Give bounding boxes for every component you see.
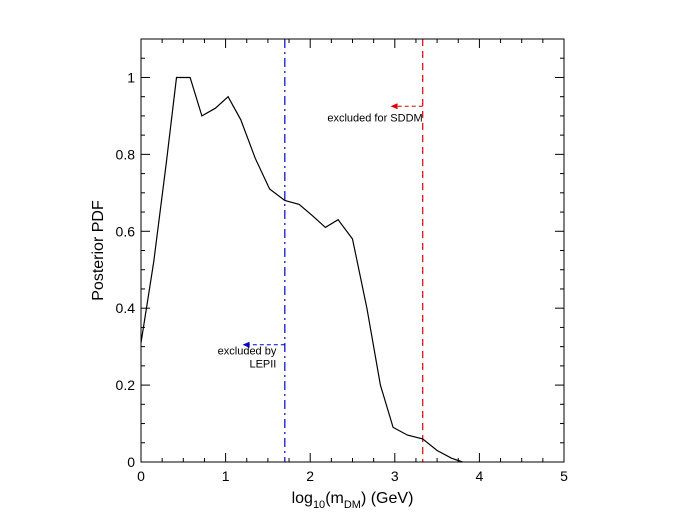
y-tick-label: 0.6: [116, 223, 136, 239]
y-axis-title: Posterior PDF: [90, 200, 107, 301]
x-axis-title-main: log: [292, 490, 313, 507]
y-tick-label: 0.2: [116, 377, 136, 393]
tick-labels: 0 1 2 3 4 5 0 0.2 0.4 0.6 0.8 1: [116, 69, 569, 484]
x-tick-label: 2: [306, 468, 314, 484]
x-tick-label: 5: [560, 468, 568, 484]
annotation-arrow-head: [390, 103, 398, 110]
x-axis-title-sub2: DM: [344, 499, 361, 511]
x-tick-label: 0: [137, 468, 145, 484]
y-tick-label: 0: [127, 454, 135, 470]
x-axis-title-sub: 10: [313, 499, 325, 511]
y-tick-label: 0.8: [116, 146, 136, 162]
annotation-text: excluded by: [218, 345, 277, 357]
x-tick-label: 4: [476, 468, 484, 484]
posterior-pdf-line: [140, 76, 463, 463]
x-axis-title-mid: (m: [325, 490, 344, 507]
annotation-text: excluded for SDDM: [327, 113, 422, 125]
axis-ticks: [140, 38, 565, 463]
y-tick-label: 1: [127, 69, 135, 85]
x-axis-title-end: ) (GeV): [361, 490, 413, 507]
x-axis-title: log10(mDM) (GeV): [292, 490, 414, 511]
plot-frame: [140, 38, 565, 463]
series-layer: [140, 76, 463, 463]
x-tick-label: 3: [391, 468, 399, 484]
x-tick-label: 1: [222, 468, 230, 484]
annotation-arrow-head: [242, 341, 250, 348]
annotation-text: LEPII: [249, 358, 276, 370]
vertical-limit-lines: [284, 39, 424, 462]
y-tick-label: 0.4: [116, 300, 136, 316]
